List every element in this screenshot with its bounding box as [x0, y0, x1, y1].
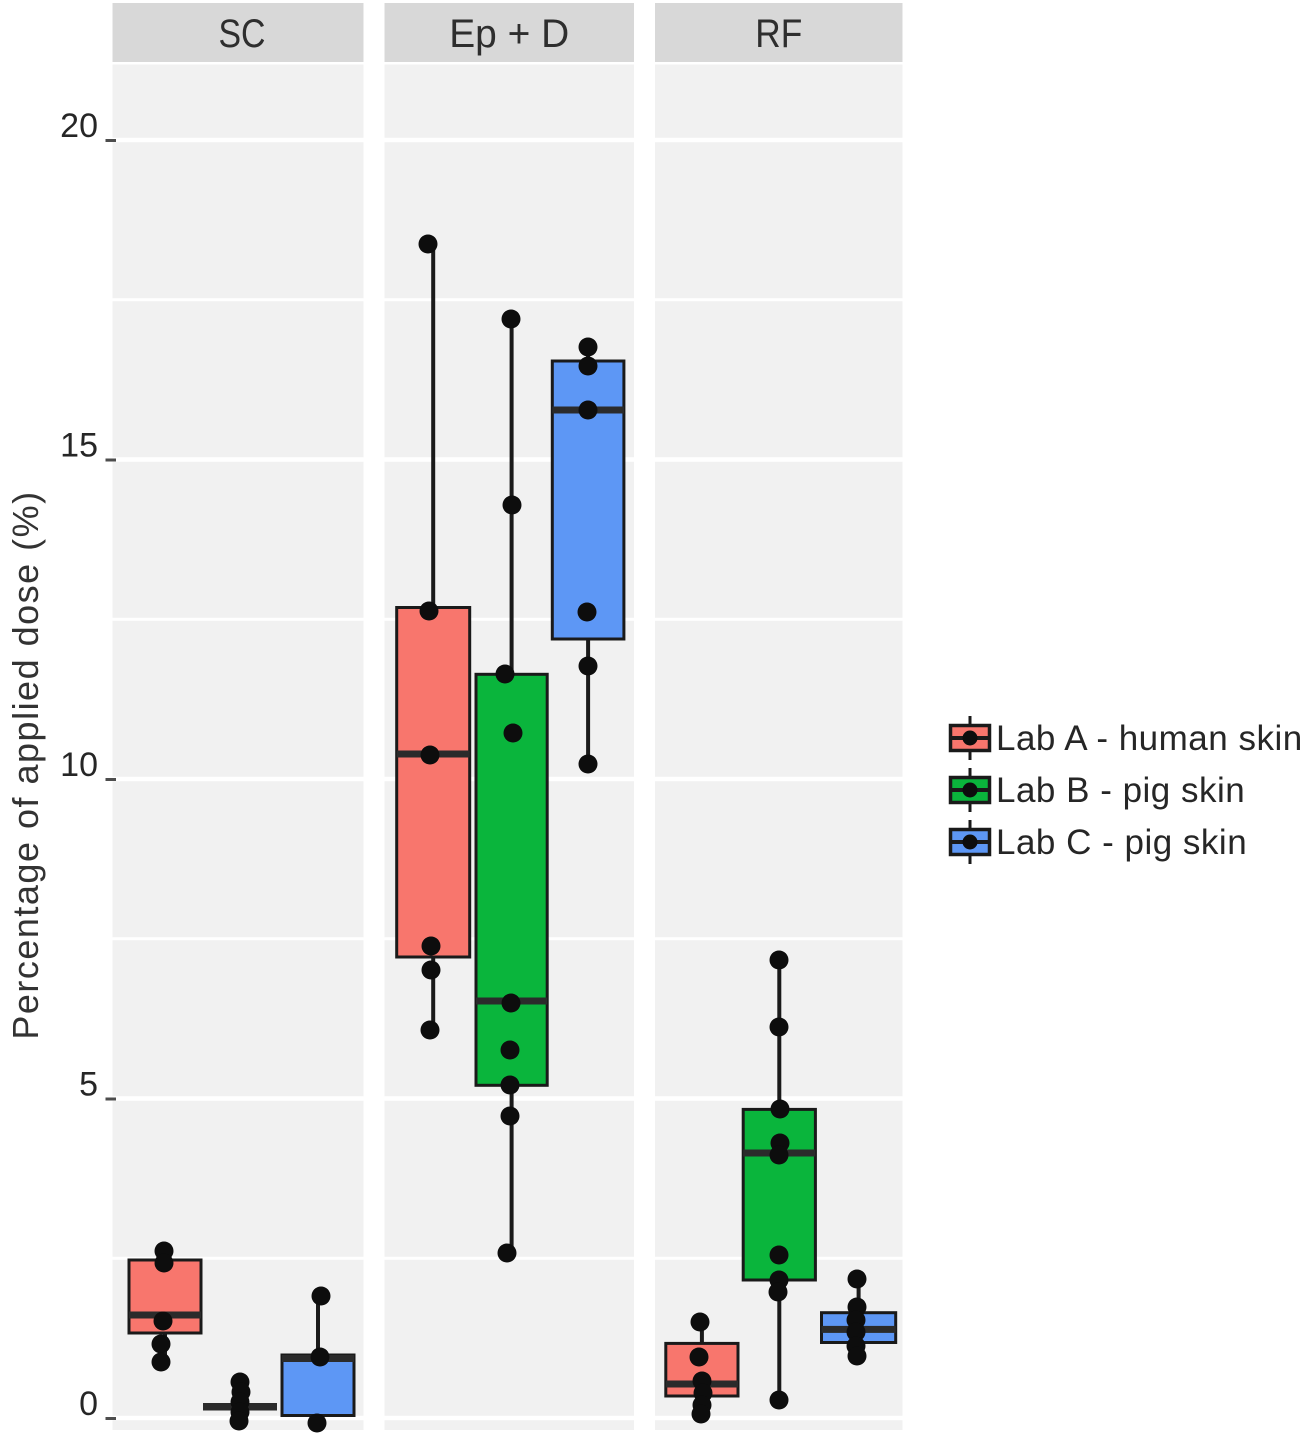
svg-text:RF: RF [755, 12, 802, 56]
svg-text:Percentage of applied dose (%): Percentage of applied dose (%) [5, 490, 46, 1039]
svg-text:Lab C - pig skin: Lab C - pig skin [996, 823, 1247, 862]
svg-text:Lab A - human skin: Lab A - human skin [996, 719, 1303, 758]
svg-text:5: 5 [79, 1066, 98, 1104]
svg-text:10: 10 [60, 746, 98, 784]
svg-text:20: 20 [60, 107, 98, 145]
svg-text:Lab B - pig skin: Lab B - pig skin [996, 771, 1245, 810]
svg-text:SC: SC [219, 12, 266, 56]
svg-text:Ep + D: Ep + D [449, 12, 569, 56]
svg-text:15: 15 [60, 427, 98, 465]
svg-text:0: 0 [79, 1385, 98, 1423]
